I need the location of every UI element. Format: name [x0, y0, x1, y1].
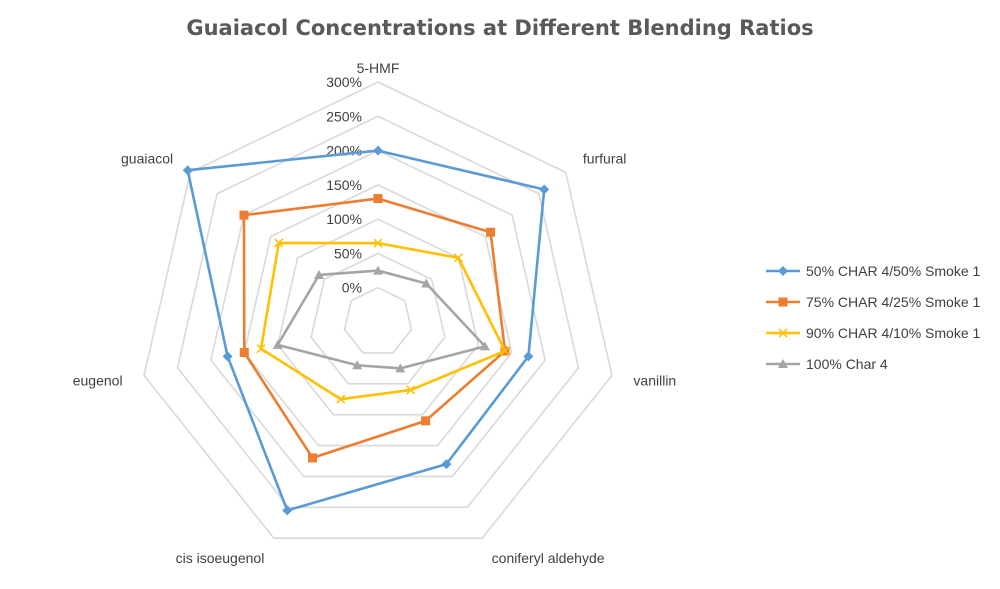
legend-label: 75% CHAR 4/25% Smoke 1 — [806, 294, 981, 310]
legend-item: 50% CHAR 4/50% Smoke 1 — [766, 263, 981, 279]
data-point — [421, 416, 431, 426]
data-point — [239, 348, 249, 358]
category-labels: 5-HMF furfural vanillin coniferyl aldehyde c… — [73, 60, 677, 566]
data-point — [406, 385, 416, 395]
legend: 50% CHAR 4/50% Smoke 1 75% CHAR 4/25% Smo… — [766, 263, 981, 372]
data-point — [282, 505, 293, 516]
category-label: 5-HMF — [357, 60, 400, 76]
data-point — [395, 363, 406, 373]
series — [182, 145, 550, 516]
data-point — [421, 278, 432, 288]
category-label: vanillin — [633, 372, 676, 388]
tick-label: 300% — [326, 74, 362, 90]
data-point — [539, 184, 550, 195]
tick-label: 100% — [326, 211, 362, 227]
grid-ring — [176, 115, 580, 509]
chart-title: Guaiacol Concentrations at Different Ble… — [186, 16, 814, 40]
data-point — [239, 210, 249, 220]
series-line — [186, 149, 546, 512]
grid-ring — [343, 286, 413, 354]
data-point — [373, 265, 383, 275]
category-label: guaiacol — [121, 151, 173, 167]
data-point — [256, 344, 266, 354]
tick-label: 250% — [326, 108, 362, 124]
grid-ring — [143, 81, 613, 540]
grid-ring — [210, 149, 546, 478]
series-group — [182, 145, 550, 516]
category-label: coniferyl aldehyde — [492, 550, 605, 566]
legend-label: 50% CHAR 4/50% Smoke 1 — [806, 263, 981, 279]
legend-label: 100% Char 4 — [806, 356, 888, 372]
data-point — [336, 394, 346, 404]
data-point — [778, 266, 788, 276]
category-label: cis isoeugenol — [176, 550, 265, 566]
grid-ring — [276, 218, 480, 416]
tick-label: 0% — [342, 280, 362, 296]
data-point — [373, 145, 383, 156]
series-line — [259, 241, 507, 401]
data-point — [453, 253, 463, 263]
grid-ring — [310, 252, 446, 385]
data-point — [486, 227, 496, 237]
category-label: eugenol — [73, 372, 123, 388]
radar-grid — [143, 81, 613, 540]
data-point — [523, 351, 534, 362]
legend-item: 75% CHAR 4/25% Smoke 1 — [766, 294, 981, 310]
data-point — [182, 165, 193, 176]
data-point — [500, 346, 510, 356]
data-point — [222, 351, 233, 362]
data-point — [272, 339, 283, 349]
data-point — [441, 459, 452, 470]
category-label: furfural — [583, 151, 627, 167]
data-point — [778, 359, 788, 368]
data-point — [778, 297, 788, 307]
series — [256, 238, 510, 404]
data-point — [314, 269, 325, 279]
data-point — [308, 453, 318, 463]
data-point — [373, 238, 383, 248]
data-point — [778, 328, 788, 338]
series-line — [242, 197, 507, 460]
data-point — [274, 238, 284, 248]
legend-item: 90% CHAR 4/10% Smoke 1 — [766, 325, 981, 341]
series-line — [276, 269, 487, 370]
series — [272, 265, 490, 373]
grid-ring — [243, 183, 513, 447]
tick-label: 150% — [326, 177, 362, 193]
data-point — [352, 360, 363, 370]
radial-tick-labels: 0%50%100%150%200%250%300% — [326, 74, 362, 296]
data-point — [479, 341, 490, 351]
tick-label: 50% — [334, 245, 362, 261]
data-point — [373, 194, 383, 204]
legend-item: 100% Char 4 — [766, 356, 888, 372]
legend-label: 90% CHAR 4/10% Smoke 1 — [806, 325, 981, 341]
